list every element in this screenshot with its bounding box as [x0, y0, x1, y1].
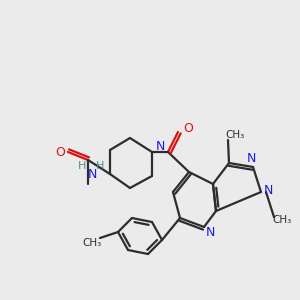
- Text: N: N: [205, 226, 215, 239]
- Text: N: N: [155, 140, 165, 154]
- Text: H: H: [78, 161, 86, 171]
- Text: H: H: [96, 161, 104, 171]
- Text: O: O: [55, 146, 65, 158]
- Text: CH₃: CH₃: [82, 238, 102, 248]
- Text: CH₃: CH₃: [225, 130, 244, 140]
- Text: N: N: [246, 152, 256, 164]
- Text: O: O: [183, 122, 193, 136]
- Text: N: N: [263, 184, 273, 196]
- Text: N: N: [87, 169, 97, 182]
- Text: CH₃: CH₃: [272, 215, 292, 225]
